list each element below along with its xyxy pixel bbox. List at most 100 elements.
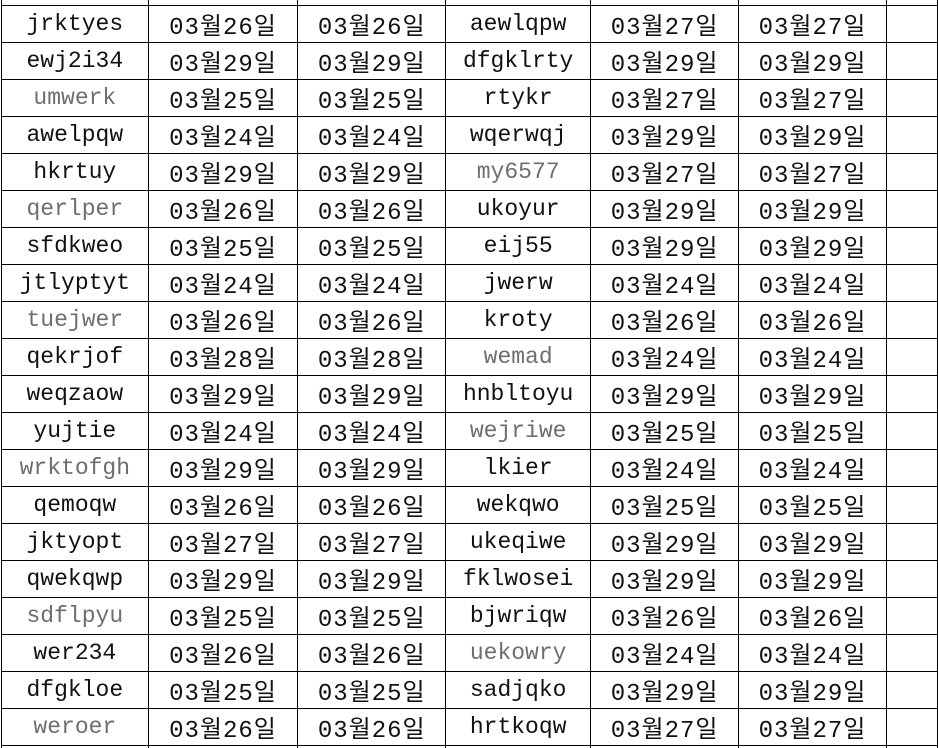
cell-name[interactable]: ewj2i34 [1, 41, 149, 80]
cell-date[interactable]: 03월29일 [297, 559, 447, 598]
cell-name[interactable]: sdflpyu [1, 596, 149, 635]
cell-date[interactable]: 03월29일 [738, 189, 887, 228]
cell-date[interactable]: 03월25일 [147, 670, 299, 709]
cell-date[interactable]: 03월26일 [297, 300, 447, 339]
cell-date[interactable]: 03월29일 [590, 189, 740, 228]
cell-date[interactable]: 03월29일 [297, 448, 447, 487]
cell-date[interactable]: 03월25일 [738, 411, 887, 450]
cell-date[interactable]: 03월24일 [297, 411, 447, 450]
cell-date[interactable]: 03월24일 [297, 263, 447, 302]
cell-date[interactable]: 03월26일 [590, 300, 740, 339]
cell-name[interactable]: eij55 [445, 226, 592, 265]
cell-date[interactable]: 03월26일 [297, 707, 447, 746]
cell-date[interactable]: 03월27일 [738, 707, 887, 746]
cell-name[interactable]: wejriwe [445, 411, 592, 450]
cell-name[interactable]: wrktofgh [1, 448, 149, 487]
cell-date[interactable]: 03월24일 [590, 263, 740, 302]
cell-name[interactable]: umwerk [1, 78, 149, 117]
cell-name[interactable]: qwekqwp [1, 559, 149, 598]
cell-name[interactable]: yujtie [1, 411, 149, 450]
cell-date[interactable]: 03월29일 [738, 559, 887, 598]
cell-date[interactable]: 03월26일 [147, 300, 299, 339]
cell-name[interactable]: qemoqw [1, 485, 149, 524]
cell-date[interactable]: 03월27일 [738, 4, 887, 43]
cell-date[interactable]: 03월29일 [297, 41, 447, 80]
cell-date[interactable]: 03월29일 [590, 226, 740, 265]
cell-date[interactable]: 03월29일 [738, 115, 887, 154]
cell-date[interactable]: 03월25일 [590, 411, 740, 450]
empty-cell[interactable] [885, 485, 938, 524]
cell-date[interactable]: 03월25일 [147, 596, 299, 635]
empty-cell[interactable] [885, 226, 938, 265]
cell-name[interactable]: hnbltoyu [445, 374, 592, 413]
cell-name[interactable]: aewlqpw [445, 4, 592, 43]
cell-name[interactable]: weroer [1, 707, 149, 746]
cell-date[interactable]: 03월27일 [147, 522, 299, 561]
cell-date[interactable]: 03월29일 [590, 41, 740, 80]
cell-date[interactable]: 03월29일 [147, 374, 299, 413]
cell-date[interactable]: 03월29일 [297, 152, 447, 191]
cell-date[interactable]: 03월27일 [297, 522, 447, 561]
cell-date[interactable]: 03월25일 [297, 78, 447, 117]
cell-name[interactable]: sadjqko [445, 670, 592, 709]
cell-name[interactable]: dfgkloe [1, 670, 149, 709]
cell-name[interactable]: wekqwo [445, 485, 592, 524]
empty-cell[interactable] [885, 411, 938, 450]
cell-name[interactable]: jtlyptyt [1, 263, 149, 302]
empty-cell[interactable] [885, 263, 938, 302]
cell-date[interactable]: 03월26일 [147, 189, 299, 228]
cell-name[interactable]: uekowry [445, 633, 592, 672]
cell-date[interactable]: 03월26일 [297, 485, 447, 524]
empty-cell[interactable] [885, 596, 938, 635]
cell-date[interactable]: 03월27일 [590, 4, 740, 43]
cell-name[interactable]: qekrjof [1, 337, 149, 376]
cell-name[interactable]: fklwosei [445, 559, 592, 598]
cell-name[interactable]: tuejwer [1, 300, 149, 339]
cell-name[interactable]: rtykr [445, 78, 592, 117]
cell-date[interactable]: 03월25일 [297, 670, 447, 709]
empty-cell[interactable] [885, 337, 938, 376]
empty-cell[interactable] [885, 78, 938, 117]
cell-name[interactable]: wemad [445, 337, 592, 376]
cell-date[interactable]: 03월26일 [147, 485, 299, 524]
cell-date[interactable]: 03월29일 [297, 374, 447, 413]
cell-name[interactable]: wer234 [1, 633, 149, 672]
empty-cell[interactable] [885, 4, 938, 43]
cell-date[interactable]: 03월28일 [147, 337, 299, 376]
cell-date[interactable]: 03월27일 [590, 152, 740, 191]
cell-date[interactable]: 03월24일 [590, 337, 740, 376]
cell-date[interactable]: 03월24일 [590, 448, 740, 487]
cell-name[interactable]: jktyopt [1, 522, 149, 561]
cell-name[interactable]: bjwriqw [445, 596, 592, 635]
empty-cell[interactable] [885, 115, 938, 154]
cell-name[interactable]: awelpqw [1, 115, 149, 154]
cell-date[interactable]: 03월27일 [590, 707, 740, 746]
cell-date[interactable]: 03월26일 [738, 300, 887, 339]
empty-cell[interactable] [445, 744, 592, 748]
cell-date[interactable]: 03월29일 [590, 374, 740, 413]
cell-name[interactable]: hkrtuy [1, 152, 149, 191]
cell-name[interactable]: wqerwqj [445, 115, 592, 154]
cell-date[interactable]: 03월24일 [738, 633, 887, 672]
cell-date[interactable]: 03월24일 [147, 411, 299, 450]
cell-date[interactable]: 03월26일 [297, 189, 447, 228]
cell-name[interactable]: lkier [445, 448, 592, 487]
cell-date[interactable]: 03월26일 [147, 707, 299, 746]
cell-date[interactable]: 03월29일 [590, 670, 740, 709]
cell-date[interactable]: 03월29일 [738, 226, 887, 265]
cell-date[interactable]: 03월26일 [738, 596, 887, 635]
cell-date[interactable]: 03월25일 [147, 226, 299, 265]
empty-cell[interactable] [885, 41, 938, 80]
cell-date[interactable]: 03월29일 [738, 670, 887, 709]
empty-cell[interactable] [885, 670, 938, 709]
empty-cell[interactable] [885, 744, 938, 748]
empty-cell[interactable] [1, 744, 149, 748]
cell-name[interactable]: qerlper [1, 189, 149, 228]
cell-date[interactable]: 03월29일 [590, 522, 740, 561]
empty-cell[interactable] [885, 152, 938, 191]
cell-date[interactable]: 03월28일 [297, 337, 447, 376]
empty-cell[interactable] [885, 448, 938, 487]
cell-date[interactable]: 03월29일 [147, 559, 299, 598]
cell-date[interactable]: 03월27일 [738, 78, 887, 117]
cell-date[interactable]: 03월25일 [297, 226, 447, 265]
